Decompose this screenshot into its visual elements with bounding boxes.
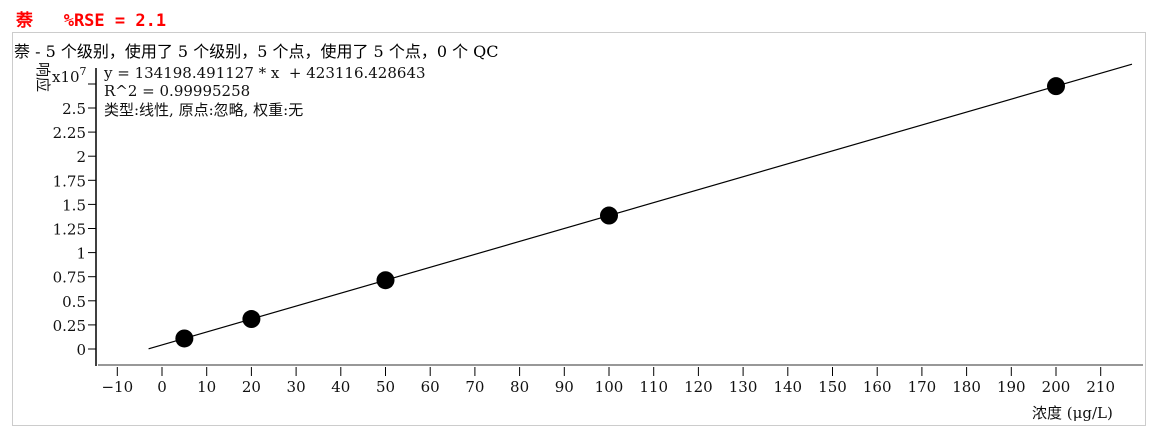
r-squared: R^2 = 0.99995258 (104, 82, 250, 100)
x-tick-label: 0 (157, 378, 167, 396)
y-axis-label: 响应 (34, 62, 52, 92)
y-tick-label: 0.25 (53, 317, 86, 335)
x-tick-label: 150 (818, 378, 847, 396)
data-point (1047, 77, 1065, 96)
x-tick-label: 120 (684, 378, 713, 396)
y-multiplier-base: x10 (52, 68, 80, 86)
x-tick-label: 210 (1086, 378, 1115, 396)
y-tick-label: 0 (76, 341, 86, 359)
y-tick-label: 1.25 (53, 221, 86, 239)
y-tick-label: 0.75 (53, 269, 86, 287)
x-tick-label: 20 (242, 378, 261, 396)
y-tick-label: 0.5 (62, 293, 86, 311)
equation: y = 134198.491127 * x + 423116.428643 (103, 64, 426, 82)
x-tick-label: 80 (510, 378, 529, 396)
x-tick-label: 160 (863, 378, 892, 396)
x-axis-label: 浓度 (μg/L) (1032, 404, 1113, 422)
data-point (600, 206, 618, 225)
y-tick-label: 2.25 (53, 124, 86, 142)
x-tick-label: 190 (997, 378, 1026, 396)
x-tick-label: 170 (908, 378, 937, 396)
calibration-summary: 萘 - 5 个级别，使用了 5 个级别，5 个点，使用了 5 个点，0 个 QC (14, 42, 499, 61)
chart-title: 萘 %RSE = 2.1 (16, 11, 167, 31)
x-tick-label: −10 (101, 378, 133, 396)
y-tick-label: 2 (76, 148, 86, 166)
x-tick-label: 110 (639, 378, 668, 396)
fit-line (148, 63, 1133, 350)
y-tick-label: 1 (76, 245, 86, 263)
data-point (175, 329, 194, 348)
x-tick-label: 10 (197, 378, 216, 396)
x-tick-label: 140 (773, 378, 802, 396)
x-tick-label: 100 (595, 378, 624, 396)
x-tick-label: 180 (952, 378, 981, 396)
x-tick-label: 70 (465, 378, 484, 396)
fit-info: 类型:线性, 原点:忽略, 权重:无 (104, 101, 303, 119)
y-tick-label: 1.5 (62, 196, 86, 214)
x-tick-label: 30 (287, 378, 306, 396)
data-point (242, 310, 261, 329)
chart-frame (12, 32, 1146, 426)
data-point (376, 271, 395, 290)
x-tick-label: 200 (1042, 378, 1071, 396)
y-tick-label: 2.5 (62, 100, 86, 118)
y-multiplier-exp: 7 (80, 65, 87, 78)
y-tick-label: 1.75 (53, 172, 86, 190)
x-tick-label: 60 (421, 378, 440, 396)
x-tick-label: 130 (729, 378, 758, 396)
x-tick-label: 40 (331, 378, 350, 396)
y-multiplier: x107 (52, 65, 87, 86)
x-tick-label: 90 (555, 378, 574, 396)
x-tick-label: 50 (376, 378, 395, 396)
